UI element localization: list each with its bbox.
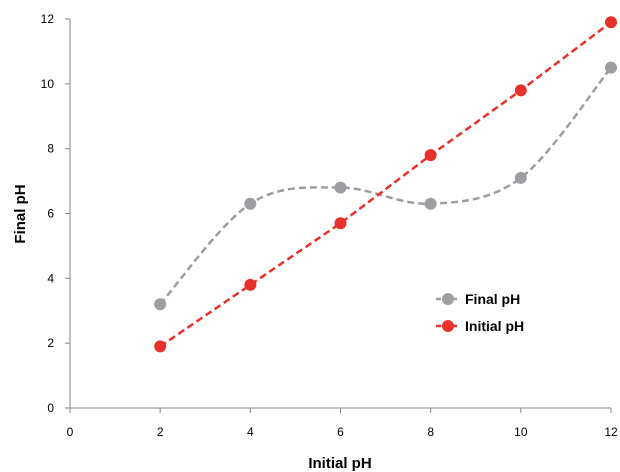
legend-label: Final pH <box>465 291 520 307</box>
data-point <box>424 149 437 162</box>
data-point <box>244 278 257 291</box>
x-tick-label: 10 <box>514 425 528 439</box>
data-point <box>424 197 437 210</box>
legend-label: Initial pH <box>465 318 524 334</box>
x-tick-label: 4 <box>247 425 254 439</box>
series-line <box>159 66 612 306</box>
data-point <box>605 16 617 29</box>
data-point <box>514 84 527 97</box>
y-tick-label: 12 <box>41 12 55 26</box>
data-point <box>154 298 167 311</box>
legend: Final pH Initial pH <box>436 291 524 334</box>
x-tick-label: 6 <box>337 425 344 439</box>
series-layer <box>154 16 617 353</box>
y-tick-label: 10 <box>41 77 55 91</box>
data-point <box>154 340 167 353</box>
series-initial-ph <box>154 16 617 353</box>
y-tick-label: 0 <box>47 401 54 415</box>
x-axis-ticks: 0 2 4 6 8 10 12 <box>67 408 618 439</box>
x-tick-label: 8 <box>427 425 434 439</box>
legend-swatch-marker <box>442 293 454 305</box>
data-point <box>605 61 617 74</box>
y-tick-label: 6 <box>47 207 54 221</box>
y-tick-label: 2 <box>47 336 54 350</box>
y-tick-label: 8 <box>47 142 54 156</box>
x-tick-label: 12 <box>604 425 618 439</box>
data-point <box>244 197 257 210</box>
legend-item: Final pH <box>436 291 520 307</box>
x-tick-label: 0 <box>67 425 74 439</box>
series-line <box>159 21 612 348</box>
legend-swatch-marker <box>442 320 454 332</box>
y-axis-title: Final pH <box>12 184 29 243</box>
data-point <box>514 171 527 184</box>
legend-item: Initial pH <box>436 318 524 334</box>
x-tick-label: 2 <box>157 425 164 439</box>
y-axis-ticks: 0 2 4 6 8 10 12 <box>41 12 70 415</box>
axes <box>69 19 611 409</box>
data-point <box>334 217 347 230</box>
y-tick-label: 4 <box>47 271 54 285</box>
data-point <box>334 181 347 194</box>
series-final-ph <box>154 61 617 311</box>
x-axis-title: Initial pH <box>308 455 371 472</box>
